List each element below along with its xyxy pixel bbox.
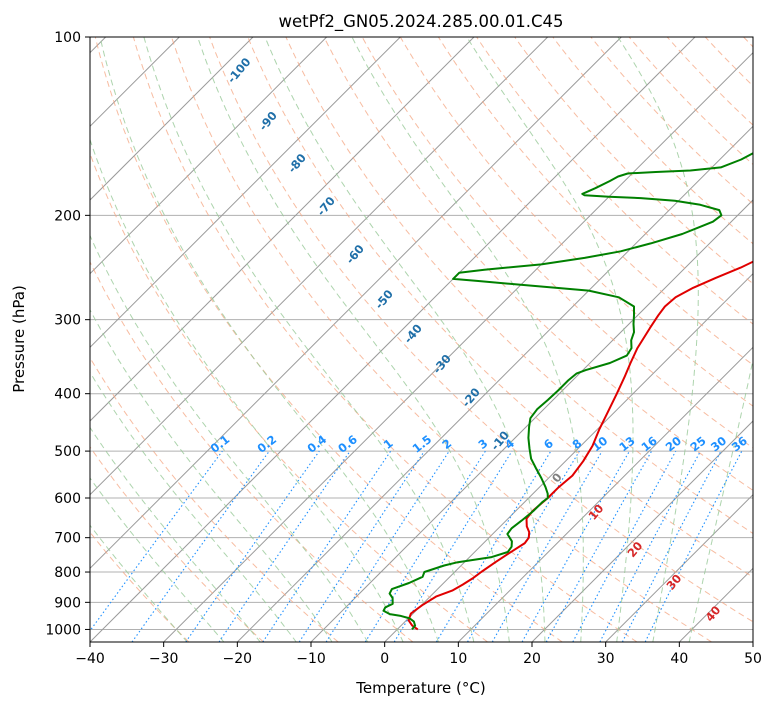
- temperature-line: [407, 260, 753, 631]
- moist-adiabat-line: [90, 371, 297, 642]
- mixing-ratio-line: [572, 450, 677, 642]
- x-tick-label: 40: [670, 651, 688, 667]
- dry-adiabat-line: [209, 37, 753, 623]
- plot-frame: [89, 36, 754, 643]
- moist-adiabat-line: [90, 477, 225, 642]
- dry-adiabat-line: [90, 260, 414, 642]
- dry-adiabat-line: [514, 37, 753, 285]
- chart-title: wetPf2_GN05.2024.285.00.01.C45: [279, 12, 564, 32]
- isotherm-line: [90, 37, 549, 496]
- x-tick-label: 0: [380, 651, 389, 667]
- dry-adiabat-line: [399, 37, 753, 407]
- moist-adiabat-line: [197, 37, 510, 642]
- moist-adiabat-line: [617, 37, 699, 642]
- series-lines: [382, 152, 753, 631]
- mixing-ratio-line: [545, 450, 653, 642]
- isotherm-line: [384, 272, 753, 642]
- moist-adiabat-line: [99, 37, 439, 642]
- isotherm-line: [90, 37, 475, 422]
- mixing-ratio-line: [491, 450, 603, 642]
- moist-adiabat-line: [264, 37, 546, 642]
- x-axis: −40 −30 −20 −10 0 10 20 30 40 50: [75, 642, 762, 667]
- isotherm-line: [236, 125, 753, 642]
- x-tick-label: −30: [149, 651, 179, 667]
- moist-adiabat-line: [351, 37, 584, 642]
- y-tick-label: 800: [54, 565, 81, 581]
- x-tick-label: 10: [449, 651, 467, 667]
- moist-adiabat-line: [90, 308, 333, 642]
- isotherm-line: [605, 493, 753, 642]
- isotherm-line: [90, 37, 401, 349]
- dry-adiabat-line: [247, 37, 753, 578]
- y-tick-label: 900: [54, 595, 81, 611]
- x-tick-label: 50: [744, 651, 762, 667]
- dry-adiabat-line: [323, 37, 753, 491]
- mixing-ratio-line: [185, 450, 320, 642]
- y-tick-label: 100: [54, 30, 81, 46]
- mixing-ratio-line: [131, 450, 270, 642]
- x-tick-label: 30: [597, 651, 615, 667]
- mixing-ratio-line: [393, 450, 513, 642]
- dry-adiabat-line: [132, 37, 638, 642]
- moist-adiabat-line: [466, 37, 634, 642]
- x-tick-label: −20: [223, 651, 253, 667]
- isotherm-line: [752, 641, 753, 642]
- y-tick-label: 600: [54, 491, 81, 507]
- y-tick-label: 1000: [45, 622, 81, 638]
- moist-adiabat-line: [143, 37, 475, 642]
- isotherm-line: [457, 346, 753, 642]
- y-tick-label: 500: [54, 444, 81, 460]
- dry-adiabat-line: [476, 37, 753, 325]
- dry-adiabat-line: [628, 37, 753, 166]
- x-tick-label: −10: [296, 651, 326, 667]
- dewpoint-line: [382, 152, 753, 631]
- mixing-ratio-line: [467, 450, 580, 642]
- mixing-ratio-line: [325, 450, 450, 642]
- isotherm-line: [90, 37, 696, 642]
- isotherm-line: [90, 37, 328, 275]
- isotherm-line: [90, 37, 254, 201]
- x-tick-label: −40: [75, 651, 105, 667]
- mixing-ratio-line: [90, 450, 223, 632]
- isotherm-line: [163, 51, 753, 642]
- dry-adiabat-line: [361, 37, 753, 449]
- x-axis-label: Temperature (°C): [355, 679, 485, 697]
- y-tick-label: 200: [54, 208, 81, 224]
- dry-adiabat-line: [90, 446, 264, 642]
- isotherm-line: [90, 37, 622, 570]
- moist-adiabat-line: [90, 234, 369, 642]
- background-lines: [90, 37, 753, 642]
- mixing-ratio-line: [521, 450, 630, 642]
- moist-adiabat-line: [90, 524, 188, 642]
- y-tick-label: 700: [54, 531, 81, 547]
- moist-adiabat-line: [688, 357, 753, 642]
- moist-adiabat-line: [90, 138, 404, 642]
- y-tick-label: 300: [54, 313, 81, 329]
- y-axis: 100 200 300 400 500 600 700 800 900 1000: [45, 30, 90, 638]
- x-tick-label: 20: [523, 651, 541, 667]
- isotherm-line: [531, 420, 753, 642]
- y-axis-label: Pressure (hPa): [10, 285, 28, 393]
- mixing-ratio-line: [435, 450, 552, 642]
- moist-adiabat-line: [90, 426, 261, 642]
- mixing-ratio-line: [218, 450, 351, 642]
- y-tick-label: 400: [54, 387, 81, 403]
